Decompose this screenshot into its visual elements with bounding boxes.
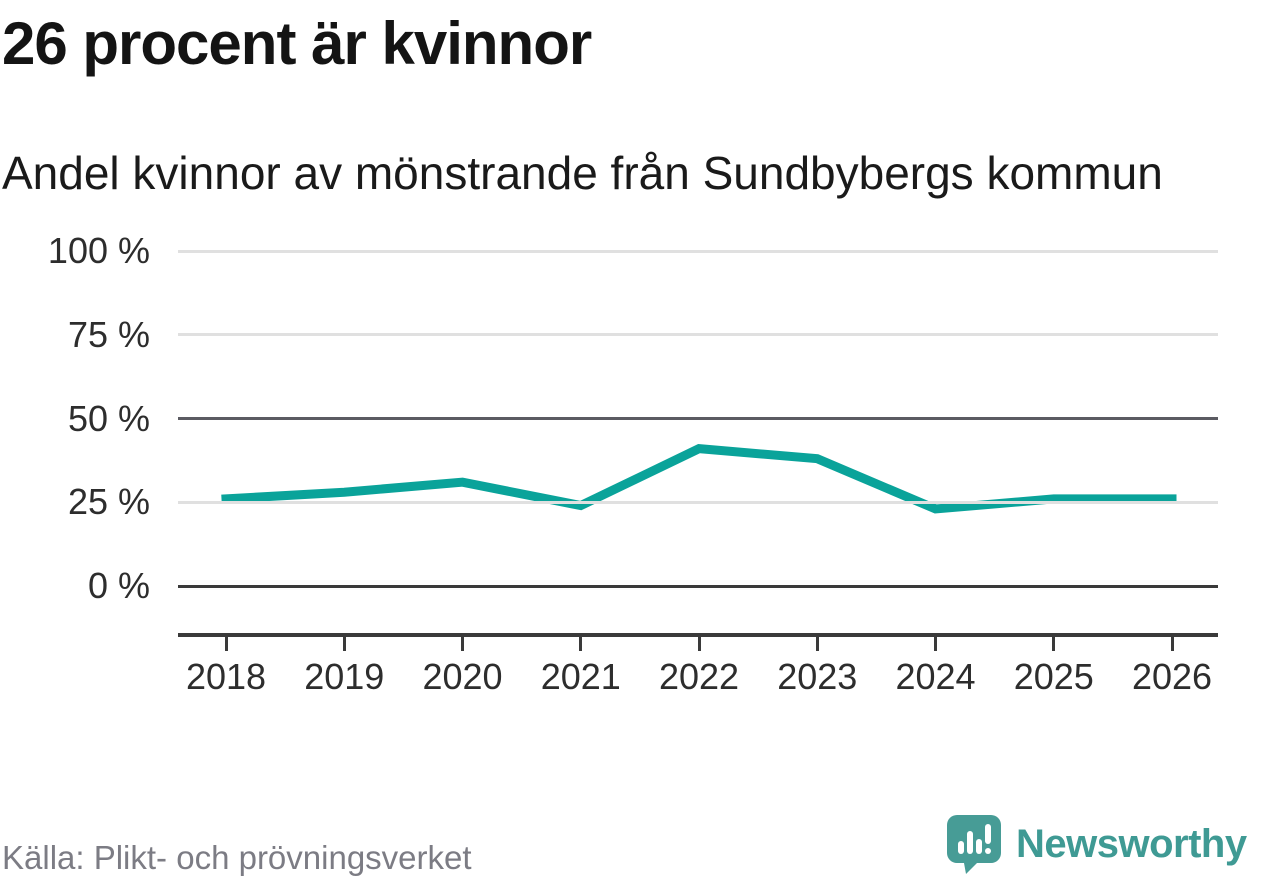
x-tick-2026	[1170, 637, 1174, 651]
speech-bubble-shape	[947, 815, 1001, 874]
x-tick-2023	[815, 637, 819, 651]
x-axis-label-2024: 2024	[895, 656, 976, 697]
exclamation-dot	[985, 848, 991, 854]
x-axis-label-2022: 2022	[658, 656, 740, 697]
y-axis-label-100: 100 %	[47, 230, 150, 271]
chart-subtitle: Andel kvinnor av mönstrande från Sundbyb…	[2, 147, 1163, 199]
newsworthy-logo-icon	[947, 815, 1001, 874]
newsworthy-wordmark: Newsworthy	[1016, 822, 1247, 866]
x-tick-2022	[697, 637, 701, 651]
y-axis-label-75: 75 %	[67, 313, 150, 355]
gridline-25	[178, 500, 1218, 504]
x-tick-2025	[1052, 637, 1056, 651]
gridline-100	[178, 249, 1218, 253]
bar-3	[976, 839, 982, 854]
x-axis-label-2019: 2019	[304, 656, 385, 697]
x-axis-label-2018: 2018	[185, 656, 267, 697]
x-tick-2020	[461, 637, 464, 651]
gridline-75	[178, 333, 1218, 337]
x-axis-label-2023: 2023	[777, 656, 858, 697]
bar-2	[967, 831, 973, 854]
gridline-0	[178, 584, 1218, 588]
x-axis-label-2021: 2021	[540, 656, 621, 697]
x-tick-2018	[224, 637, 228, 651]
x-tick-2019	[342, 637, 346, 651]
y-axis-label-0: 0 %	[87, 565, 150, 606]
newsworthy-logo: Newsworthy	[946, 814, 1247, 874]
x-axis-label-2020: 2020	[422, 656, 503, 697]
bar-1	[958, 841, 964, 854]
x-axis-label-2026: 2026	[1131, 656, 1213, 697]
gridline-50	[178, 417, 1218, 420]
chart-title: 26 procent är kvinnor	[2, 10, 592, 77]
x-tick-2024	[934, 637, 937, 651]
y-axis-label-50: 50 %	[67, 397, 150, 439]
exclamation-stem	[985, 824, 991, 844]
x-axis-line	[178, 633, 1218, 637]
y-axis-label-25: 25 %	[67, 481, 150, 523]
x-tick-2021	[579, 637, 583, 651]
source-note: Källa: Plikt- och prövningsverket	[2, 839, 472, 876]
x-axis-label-2025: 2025	[1013, 656, 1094, 697]
